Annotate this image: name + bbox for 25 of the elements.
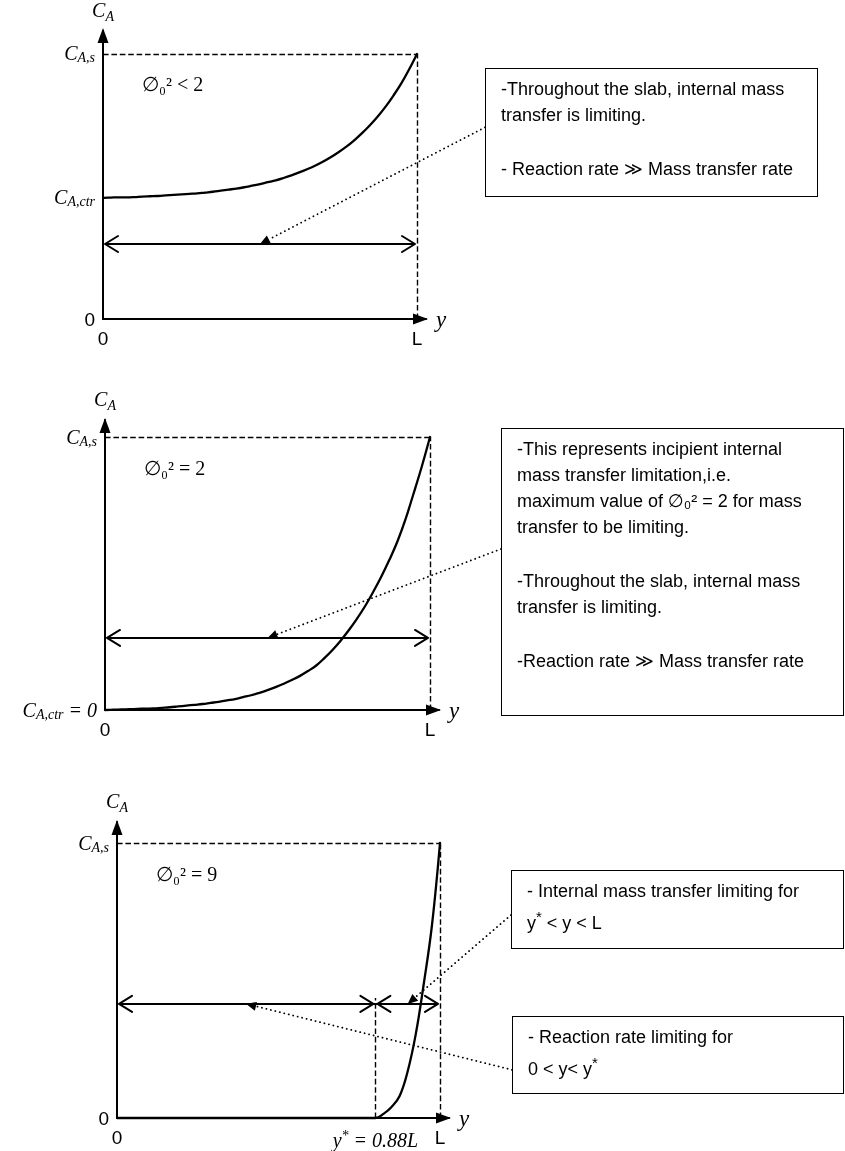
ref-line-label: C$_{A,s}$ <box>66 426 98 449</box>
x-tick-label: 0 <box>111 1127 123 1148</box>
text: - Reaction rate limiting for 0 < y< y$^{*}$ <box>528 1027 734 1079</box>
text: ∅₀² = 2 <box>144 457 206 479</box>
annotation: C$_{A,ctr}$ = 0 <box>22 699 97 722</box>
annotation: C$_{A,ctr}$ <box>54 186 96 210</box>
text: - Reaction rate ≫ Mass transfer rate <box>501 159 793 179</box>
text: -Throughout the slab, internal mass transfer is limiting. <box>501 79 785 125</box>
ref-line-label: C$_{A,s}$ <box>78 832 110 855</box>
text: ∅₀² < 2 <box>142 73 204 95</box>
x-tick-label: L <box>424 719 436 740</box>
x-tick-label: L <box>434 1127 446 1148</box>
text: -This represents incipient internal mass transfer limitation,i.e. maximum value of ∅₀² = 2 for mass transfer to be limiting. <box>517 439 802 537</box>
text: ∅₀² = 9 <box>156 863 218 885</box>
ref-line-label: C$_{A,s}$ <box>64 42 96 65</box>
x-axis-title: y <box>447 697 460 723</box>
text: -Throughout the slab, internal mass transfer is limiting. <box>517 571 801 617</box>
x-tick-label: y* = 0.88L <box>330 1127 419 1151</box>
x-tick-label: L <box>411 328 423 349</box>
text: 0 <box>98 1107 109 1129</box>
text: 0 <box>84 308 95 330</box>
x-axis-title: y <box>457 1105 470 1131</box>
text: -Reaction rate ≫ Mass transfer rate <box>517 651 804 671</box>
x-axis-title: y <box>434 306 447 332</box>
text: - Internal mass transfer limiting for y$^{*}$ < y < L <box>527 881 800 933</box>
